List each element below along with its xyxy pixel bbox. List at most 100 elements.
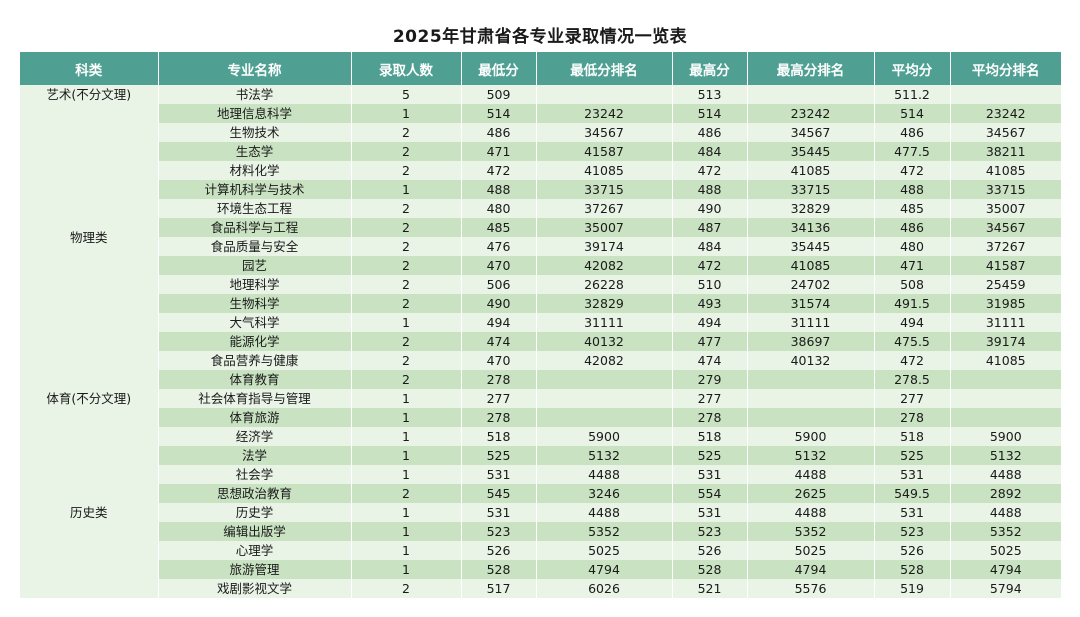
max-rank-cell: 35445 (747, 237, 875, 256)
table-row: 园艺 2 470 42082 472 41085 471 41587 (20, 256, 1061, 275)
major-name-cell: 生物科学 (158, 294, 352, 313)
min-rank-cell (536, 408, 673, 427)
major-name-cell: 能源化学 (158, 332, 352, 351)
table-row: 法学 1 525 5132 525 5132 525 5132 (20, 446, 1061, 465)
avg-rank-cell: 34567 (950, 218, 1061, 237)
avg-rank-cell: 25459 (950, 275, 1061, 294)
min-score-cell: 518 (461, 427, 537, 446)
avg-rank-cell: 41085 (950, 161, 1061, 180)
avg-score-cell: 514 (874, 104, 951, 123)
major-name-cell: 食品科学与工程 (158, 218, 352, 237)
max-rank-cell: 5352 (747, 522, 875, 541)
admitted-count-cell: 1 (351, 560, 462, 579)
table-row: 艺术(不分文理) 书法学 5 509 513 511.2 (20, 85, 1061, 104)
major-name-cell: 地理科学 (158, 275, 352, 294)
table-row: 大气科学 1 494 31111 494 31111 494 31111 (20, 313, 1061, 332)
min-score-cell: 517 (461, 579, 537, 598)
max-rank-cell: 24702 (747, 275, 875, 294)
table-row: 体育(不分文理) 体育教育 2 278 279 278.5 (20, 370, 1061, 427)
avg-score-cell: 528 (874, 560, 951, 579)
avg-rank-cell: 34567 (950, 123, 1061, 142)
avg-score-cell: 526 (874, 541, 951, 560)
table-row: 计算机科学与技术 1 488 33715 488 33715 488 33715 (20, 180, 1061, 199)
max-score-cell: 490 (672, 199, 748, 218)
avg-rank-cell: 38211 (950, 142, 1061, 161)
max-rank-cell: 41085 (747, 256, 875, 275)
min-score-cell: 480 (461, 199, 537, 218)
avg-rank-cell: 31111 (950, 313, 1061, 332)
min-score-cell: 509 (461, 85, 537, 104)
min-score-cell: 471 (461, 142, 537, 161)
max-score-cell: 277 (672, 389, 748, 408)
max-score-cell: 484 (672, 142, 748, 161)
major-name-cell: 社会学 (158, 465, 352, 484)
avg-rank-cell: 2892 (950, 484, 1061, 503)
avg-rank-cell: 33715 (950, 180, 1061, 199)
header-row: 科类 专业名称 录取人数 最低分 最低分排名 最高分 最高分排名 平均分 平均分… (20, 52, 1061, 85)
max-rank-cell: 23242 (747, 104, 875, 123)
max-score-cell: 472 (672, 256, 748, 275)
avg-rank-cell: 4488 (950, 503, 1061, 522)
major-name-cell: 编辑出版学 (158, 522, 352, 541)
min-rank-cell: 42082 (536, 256, 673, 275)
admitted-count-cell: 1 (351, 180, 462, 199)
avg-score-cell: 531 (874, 503, 951, 522)
table-row: 戏剧影视文学 2 517 6026 521 5576 519 5794 (20, 579, 1061, 598)
avg-score-cell: 508 (874, 275, 951, 294)
column-header-admitted: 录取人数 (351, 52, 462, 85)
min-rank-cell: 5025 (536, 541, 673, 560)
max-score-cell: 525 (672, 446, 748, 465)
avg-rank-cell: 41085 (950, 351, 1061, 370)
min-score-cell: 514 (461, 104, 537, 123)
table-row: 体育旅游 1 278 278 278 (20, 408, 1061, 427)
avg-rank-cell: 5025 (950, 541, 1061, 560)
max-score-cell: 510 (672, 275, 748, 294)
max-rank-cell: 40132 (747, 351, 875, 370)
major-name-cell: 食品质量与安全 (158, 237, 352, 256)
major-name-cell: 食品营养与健康 (158, 351, 352, 370)
avg-score-cell: 472 (874, 351, 951, 370)
admitted-count-cell: 2 (351, 123, 462, 142)
max-rank-cell: 5132 (747, 446, 875, 465)
column-header-avg-rank: 平均分排名 (950, 52, 1061, 85)
major-name-cell: 地理信息科学 (158, 104, 352, 123)
table-row: 心理学 1 526 5025 526 5025 526 5025 (20, 541, 1061, 560)
avg-score-cell: 278.5 (874, 370, 951, 389)
min-score-cell: 506 (461, 275, 537, 294)
column-header-avg-score: 平均分 (874, 52, 951, 85)
min-rank-cell: 35007 (536, 218, 673, 237)
min-rank-cell: 5352 (536, 522, 673, 541)
avg-rank-cell: 5352 (950, 522, 1061, 541)
major-name-cell: 书法学 (158, 85, 352, 104)
avg-score-cell: 518 (874, 427, 951, 446)
column-header-major: 专业名称 (158, 52, 352, 85)
min-score-cell: 474 (461, 332, 537, 351)
min-rank-cell: 4488 (536, 465, 673, 484)
min-rank-cell: 34567 (536, 123, 673, 142)
max-score-cell: 493 (672, 294, 748, 313)
min-rank-cell: 5132 (536, 446, 673, 465)
category-cell: 物理类 (20, 104, 159, 370)
table-row: 编辑出版学 1 523 5352 523 5352 523 5352 (20, 522, 1061, 541)
admitted-count-cell: 2 (351, 142, 462, 161)
table-row: 历史学 1 531 4488 531 4488 531 4488 (20, 503, 1061, 522)
max-rank-cell: 5576 (747, 579, 875, 598)
min-score-cell: 476 (461, 237, 537, 256)
avg-score-cell: 485 (874, 199, 951, 218)
major-name-cell: 旅游管理 (158, 560, 352, 579)
min-rank-cell: 41085 (536, 161, 673, 180)
table-row: 生物科学 2 490 32829 493 31574 491.5 31985 (20, 294, 1061, 313)
table-row: 食品质量与安全 2 476 39174 484 35445 480 37267 (20, 237, 1061, 256)
max-score-cell: 494 (672, 313, 748, 332)
admitted-count-cell: 1 (351, 522, 462, 541)
admitted-count-cell: 2 (351, 332, 462, 351)
admitted-count-cell: 2 (351, 351, 462, 370)
table-row: 生态学 2 471 41587 484 35445 477.5 38211 (20, 142, 1061, 161)
avg-rank-cell: 35007 (950, 199, 1061, 218)
major-name-cell: 戏剧影视文学 (158, 579, 352, 598)
min-score-cell: 528 (461, 560, 537, 579)
avg-score-cell: 549.5 (874, 484, 951, 503)
major-name-cell: 园艺 (158, 256, 352, 275)
max-score-cell: 523 (672, 522, 748, 541)
avg-score-cell: 488 (874, 180, 951, 199)
